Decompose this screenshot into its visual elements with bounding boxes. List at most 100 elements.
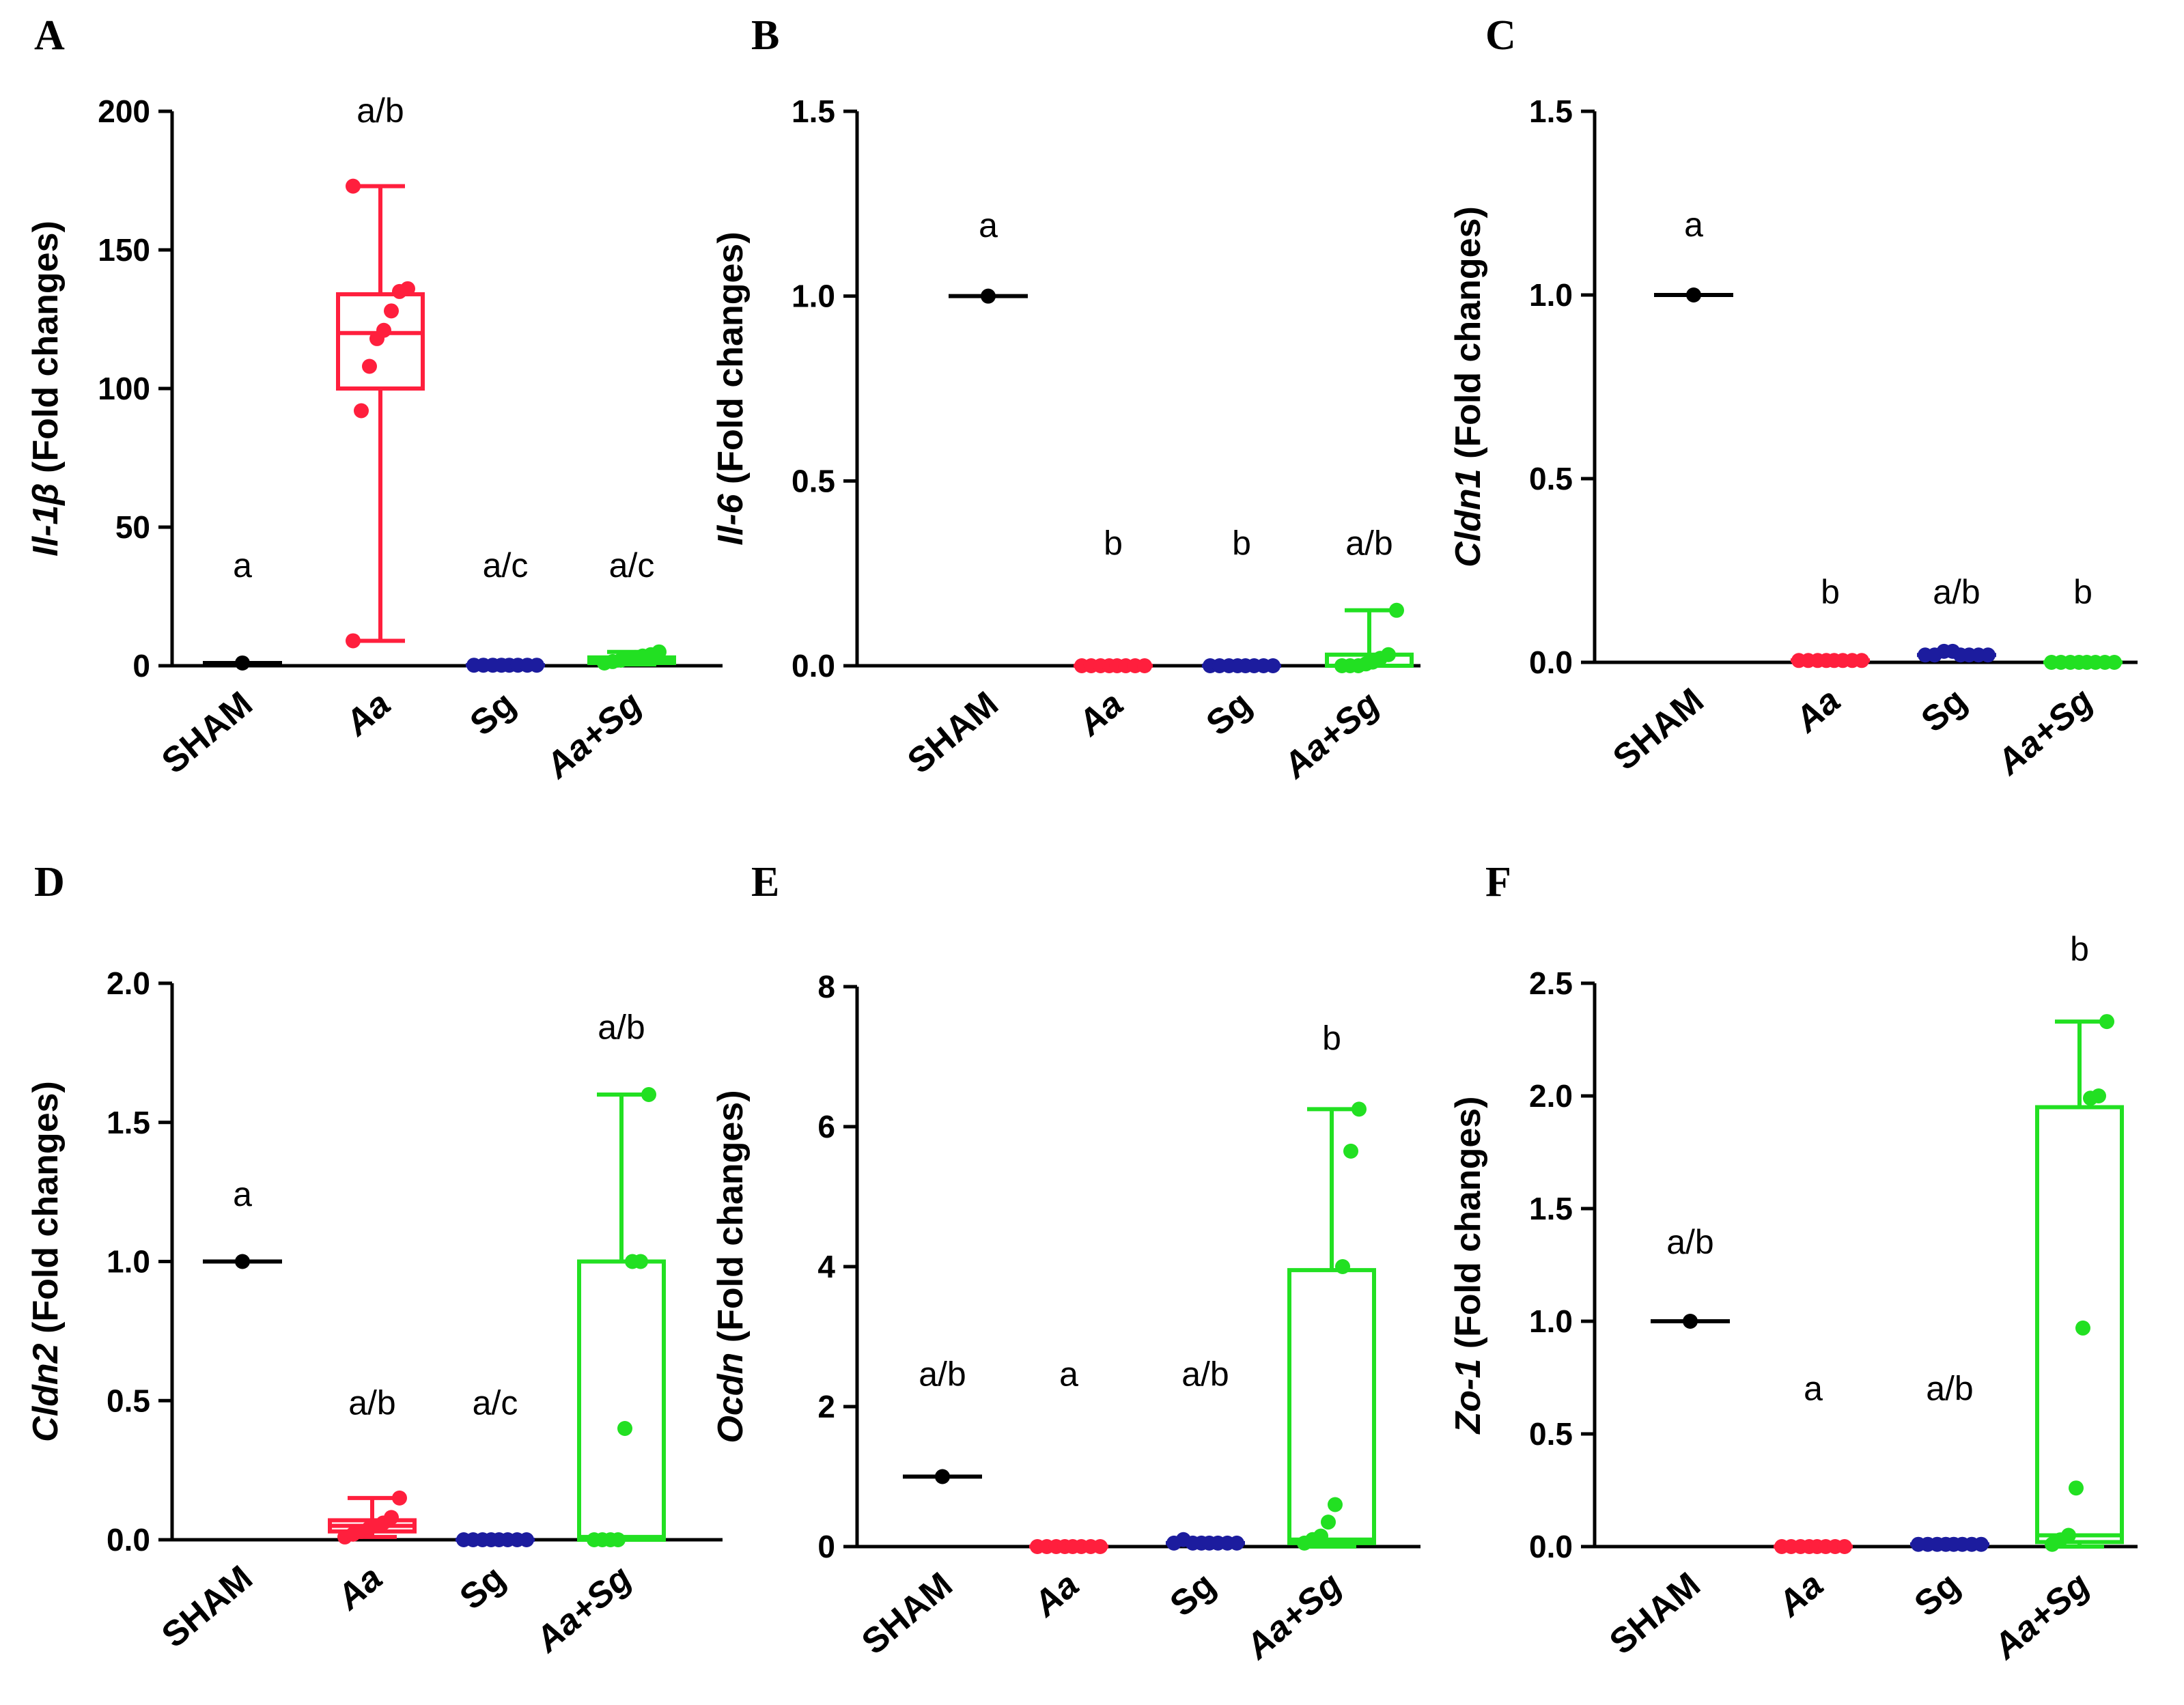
significance-label: a/b bbox=[1345, 524, 1393, 563]
data-point bbox=[652, 644, 667, 660]
y-axis-gene: Cldn2 bbox=[26, 1343, 66, 1442]
y-tick-label: 0.0 bbox=[1529, 1529, 1573, 1564]
y-axis-unit: (Fold changes) bbox=[711, 1090, 751, 1352]
significance-label: b bbox=[1232, 524, 1251, 563]
data-point bbox=[1854, 653, 1869, 668]
data-point bbox=[935, 1469, 950, 1484]
data-point bbox=[235, 655, 250, 671]
y-tick-label: 1.5 bbox=[1529, 1191, 1573, 1226]
category-label: Aa+Sg bbox=[1989, 681, 2101, 784]
data-point bbox=[641, 1087, 656, 1102]
y-axis-unit: (Fold changes) bbox=[1448, 206, 1488, 468]
data-point bbox=[400, 281, 415, 296]
panel-letter: D bbox=[34, 859, 65, 905]
category-label: SHAM bbox=[154, 684, 260, 782]
category-label: SHAM bbox=[900, 684, 1006, 782]
y-axis-label: Zo-1 (Fold changes) bbox=[1448, 1096, 1488, 1435]
data-point bbox=[1389, 602, 1404, 618]
category-label: Aa+Sg bbox=[1237, 1565, 1349, 1668]
data-point bbox=[1328, 1497, 1343, 1512]
y-axis-label: Il-6 (Fold changes) bbox=[711, 231, 751, 545]
y-tick-label: 1.5 bbox=[792, 94, 835, 129]
category-label: Aa bbox=[1769, 1565, 1831, 1625]
y-tick-label: 150 bbox=[98, 232, 150, 268]
data-point bbox=[2107, 655, 2122, 670]
y-axis-unit: (Fold changes) bbox=[26, 221, 66, 483]
group-sham: a/b SHAM bbox=[1602, 1223, 1730, 1663]
significance-label: a/b bbox=[1181, 1355, 1229, 1393]
y-axis-label: Cldn1 (Fold changes) bbox=[1448, 206, 1488, 567]
significance-label: a/c bbox=[473, 1384, 518, 1422]
y-tick-label: 50 bbox=[115, 509, 150, 545]
data-point bbox=[611, 1532, 626, 1547]
category-label: Sg bbox=[453, 1558, 513, 1618]
significance-label: b bbox=[2070, 930, 2089, 968]
category-label: SHAM bbox=[1602, 1565, 1708, 1663]
data-point bbox=[376, 322, 391, 338]
data-point bbox=[1265, 658, 1280, 673]
y-tick-label: 8 bbox=[817, 969, 835, 1004]
data-point bbox=[1321, 1514, 1336, 1530]
y-axis-label: Cldn2 (Fold changes) bbox=[26, 1081, 66, 1442]
group-aa-sg: b Aa+Sg bbox=[1985, 930, 2124, 1667]
y-tick-label: 1.5 bbox=[1529, 94, 1573, 129]
category-label: Sg bbox=[1914, 681, 1974, 740]
y-tick-label: 0.5 bbox=[107, 1383, 150, 1418]
category-label: Aa bbox=[1025, 1565, 1087, 1625]
group-aa: a/b Aa bbox=[336, 91, 425, 744]
significance-label: a/c bbox=[609, 546, 655, 584]
data-point bbox=[1313, 1528, 1328, 1544]
box bbox=[336, 292, 425, 391]
group-sg: a/c Sg bbox=[453, 1384, 535, 1618]
significance-label: a/b bbox=[1666, 1223, 1714, 1261]
data-point bbox=[392, 1490, 407, 1506]
group-aa: a Aa bbox=[1769, 1370, 1853, 1625]
panel-letter: E bbox=[751, 859, 779, 905]
category-label: Aa bbox=[1787, 681, 1848, 741]
y-tick-label: 0.0 bbox=[792, 648, 835, 684]
significance-label: a bbox=[1059, 1355, 1078, 1393]
y-tick-label: 1.0 bbox=[1529, 1304, 1573, 1339]
y-axis-gene: Zo-1 bbox=[1448, 1359, 1488, 1435]
data-point bbox=[235, 1254, 250, 1269]
data-point bbox=[354, 403, 369, 419]
group-sg: b Sg bbox=[1199, 524, 1281, 744]
y-axis-unit: (Fold changes) bbox=[711, 231, 751, 494]
group-aa-sg: a/b Aa+Sg bbox=[527, 1009, 666, 1661]
panel-D: D 0.0 0.5 1.0 1.5 2.0 Cldn2 (Fold changes) a SHA… bbox=[26, 859, 723, 1661]
data-point bbox=[633, 1254, 648, 1269]
data-point bbox=[1343, 1143, 1358, 1159]
category-label: Aa+Sg bbox=[537, 684, 649, 787]
y-tick-label: 0.0 bbox=[107, 1522, 150, 1558]
significance-label: a/b bbox=[348, 1384, 396, 1422]
significance-label: b bbox=[1821, 573, 1840, 611]
panel-C: C 0.0 0.5 1.0 1.5 Cldn1 (Fold changes) a SHAM b A… bbox=[1448, 12, 2138, 783]
significance-label: a/b bbox=[598, 1009, 645, 1047]
significance-label: a/b bbox=[1933, 573, 1980, 611]
y-tick-label: 0 bbox=[817, 1529, 835, 1564]
y-tick-label: 2 bbox=[817, 1389, 835, 1424]
group-aa-sg: a/b Aa+Sg bbox=[1275, 524, 1414, 787]
panel-letter: C bbox=[1485, 12, 1516, 59]
data-point bbox=[1335, 1259, 1350, 1274]
y-axis-gene: Il-1β bbox=[26, 483, 66, 556]
panel-A: A 0 50 100 150 200 Il-1β (Fold changes) a SHAM a/… bbox=[26, 12, 723, 787]
box bbox=[1287, 1268, 1376, 1545]
y-tick-label: 1.0 bbox=[107, 1244, 150, 1280]
y-tick-label: 1.5 bbox=[107, 1105, 150, 1140]
data-point bbox=[362, 358, 377, 374]
y-axis-gene: Il-6 bbox=[711, 493, 751, 545]
significance-label: a bbox=[979, 206, 998, 244]
group-aa: a Aa bbox=[1025, 1355, 1108, 1625]
y-axis-gene: Ocdn bbox=[711, 1353, 751, 1443]
data-point bbox=[1137, 658, 1152, 673]
y-axis-label: Ocdn (Fold changes) bbox=[711, 1090, 751, 1443]
y-axis-label: Il-1β (Fold changes) bbox=[26, 221, 66, 556]
significance-label: b bbox=[1104, 524, 1123, 563]
y-tick-label: 0.5 bbox=[1529, 1416, 1573, 1452]
y-tick-label: 0.5 bbox=[1529, 461, 1573, 496]
category-label: Aa bbox=[328, 1558, 390, 1618]
category-label: Sg bbox=[1163, 1565, 1223, 1624]
significance-label: a bbox=[1804, 1370, 1823, 1408]
group-sham: a SHAM bbox=[1606, 206, 1733, 778]
